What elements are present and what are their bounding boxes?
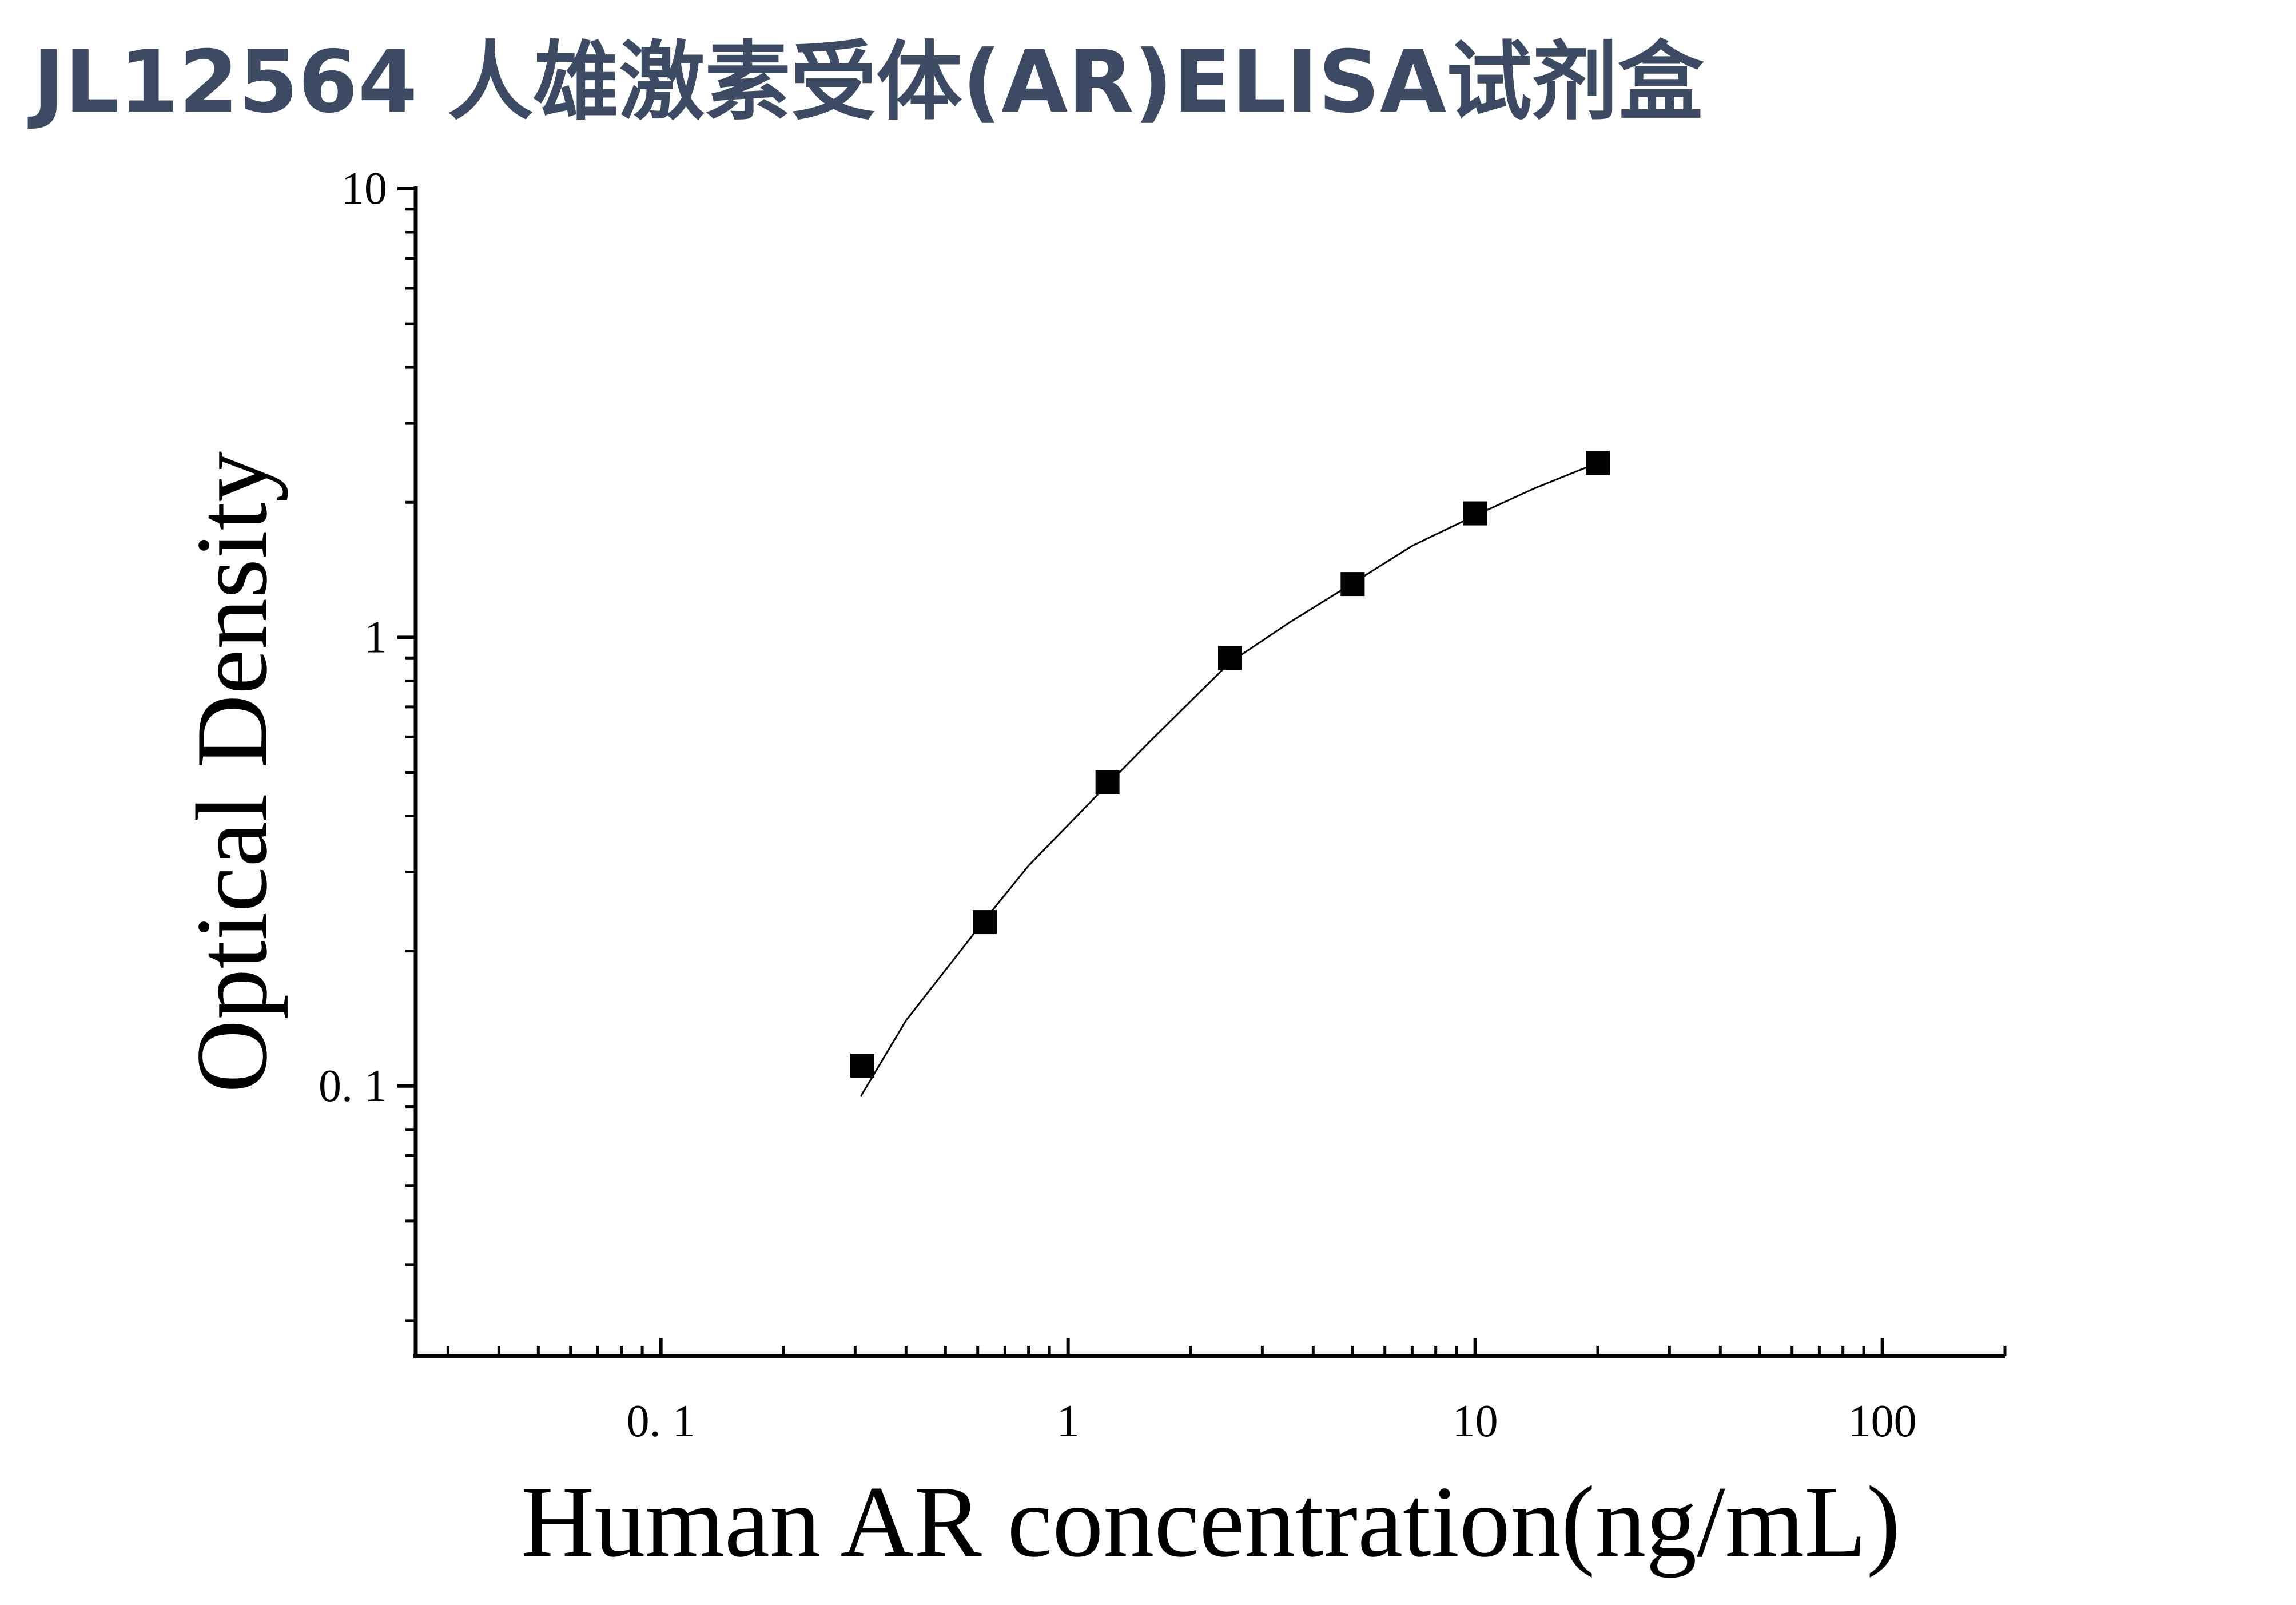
data-point [1463, 501, 1487, 526]
x-tick-label: 1 [1057, 1396, 1080, 1447]
y-tick-label: 0. 1 [319, 1061, 387, 1111]
x-tick-label: 10 [1453, 1396, 1498, 1447]
x-tick-label: 0. 1 [627, 1396, 695, 1447]
x-axis-label: Human AR concentration(ng/mL) [521, 1465, 1900, 1578]
y-tick-label: 1 [364, 612, 387, 662]
data-point [1095, 770, 1120, 794]
chart-title: JL12564 人雄激素受体(AR)ELISA试剂盒 [27, 33, 1704, 132]
data-point [1586, 451, 1610, 475]
data-point [973, 910, 997, 935]
fit-curve [860, 462, 1598, 1097]
x-tick-label: 100 [1848, 1396, 1917, 1447]
data-point [850, 1054, 874, 1078]
y-axis-label: Optical Density [175, 451, 288, 1093]
data-point [1218, 646, 1242, 670]
y-tick-label: 10 [341, 164, 387, 214]
data-point [1340, 572, 1365, 597]
